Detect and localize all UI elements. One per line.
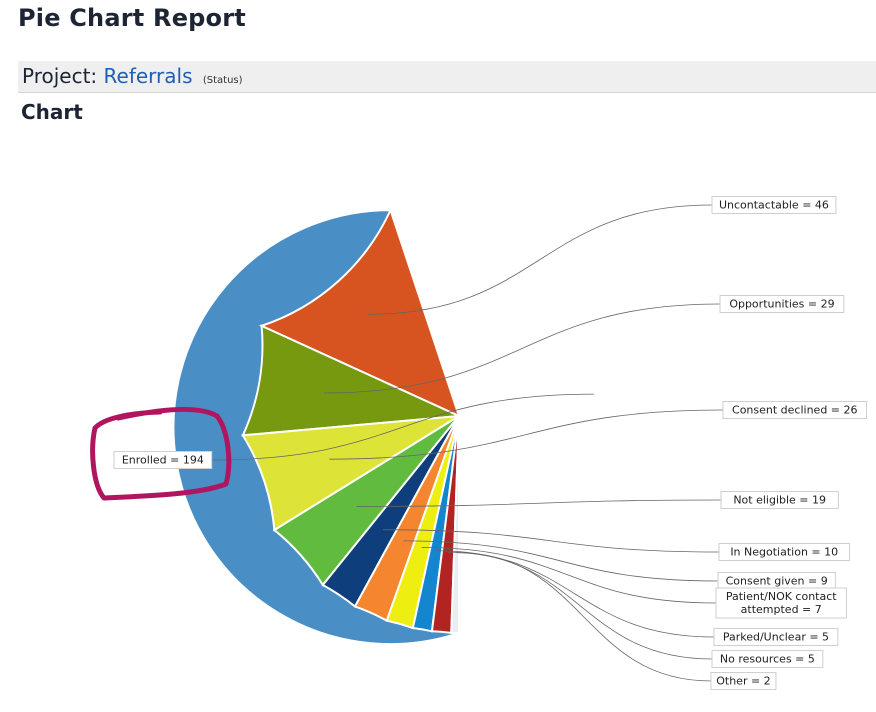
data-label-consent-declined: Consent declined = 26 <box>722 401 868 419</box>
leader-patient-nok-contact-attempted <box>421 547 717 604</box>
pie-slices <box>172 207 463 646</box>
data-label-text: Opportunities = 29 <box>729 298 834 311</box>
leader-consent-given <box>403 540 719 582</box>
leader-opportunities <box>324 303 721 394</box>
data-label-parked-unclear: Parked/Unclear = 5 <box>713 628 839 646</box>
data-label-text: In Negotiation = 10 <box>730 546 838 559</box>
data-label-text: Enrolled = 194 <box>122 454 204 467</box>
project-link[interactable]: Referrals <box>103 64 193 88</box>
data-label-consent-given: Consent given = 9 <box>717 572 836 590</box>
project-bar: Project: Referrals (Status) <box>18 61 876 93</box>
slice-opportunities <box>241 324 463 437</box>
annotation-loop <box>90 406 232 501</box>
data-label-box <box>711 650 824 668</box>
data-label-text: No resources = 5 <box>720 653 815 666</box>
leader-parked-unclear <box>435 550 715 638</box>
data-label-text: Patient/NOK contact attempted = 7 <box>726 590 837 616</box>
leader-other <box>456 552 712 682</box>
data-label-uncontactable: Uncontactable = 46 <box>711 196 837 214</box>
leader-not-eligible <box>356 499 722 507</box>
slice-other <box>450 415 460 635</box>
data-label-opportunities: Opportunities = 29 <box>719 295 845 313</box>
slice-uncontactable <box>258 207 461 418</box>
data-label-in-negotiation: In Negotiation = 10 <box>718 543 850 561</box>
data-label-box <box>715 587 847 619</box>
leader-enrolled <box>211 393 594 461</box>
data-label-box <box>710 672 777 690</box>
data-label-text: Not eligible = 19 <box>733 494 826 507</box>
data-label-no-resources: No resources = 5 <box>711 650 824 668</box>
data-label-box <box>719 295 845 313</box>
page-title: Pie Chart Report <box>18 4 246 32</box>
project-prefix: Project: <box>22 64 98 88</box>
section-heading: Chart <box>21 100 83 124</box>
data-label-text: Other = 2 <box>716 675 770 688</box>
data-label-patient-nok-contact-attempted: Patient/NOK contact attempted = 7 <box>715 587 847 619</box>
data-label-other: Other = 2 <box>710 672 777 690</box>
data-label-box <box>711 196 837 214</box>
slice-labels: Enrolled = 194 Uncontactable = 46 Opportun… <box>113 196 868 690</box>
data-label-box <box>722 401 868 419</box>
data-label-box <box>113 451 213 469</box>
data-label-not-eligible: Not eligible = 19 <box>720 491 839 509</box>
data-label-text: Parked/Unclear = 5 <box>723 631 829 644</box>
leader-in-negotiation <box>383 529 720 553</box>
data-label-box <box>713 628 839 646</box>
leader-no-resources <box>448 551 713 660</box>
leader-uncontactable <box>367 204 713 315</box>
project-status-note: (Status) <box>202 75 243 86</box>
data-label-box <box>720 491 839 509</box>
data-label-box <box>718 543 850 561</box>
data-label-enrolled: Enrolled = 194 <box>113 451 213 469</box>
leader-lines <box>211 204 724 682</box>
data-label-text: Uncontactable = 46 <box>719 199 829 212</box>
leader-consent-declined <box>329 409 724 460</box>
data-label-text: Consent declined = 26 <box>732 404 858 417</box>
slice-consent-declined <box>241 415 460 532</box>
data-label-text: Consent given = 9 <box>726 575 828 588</box>
